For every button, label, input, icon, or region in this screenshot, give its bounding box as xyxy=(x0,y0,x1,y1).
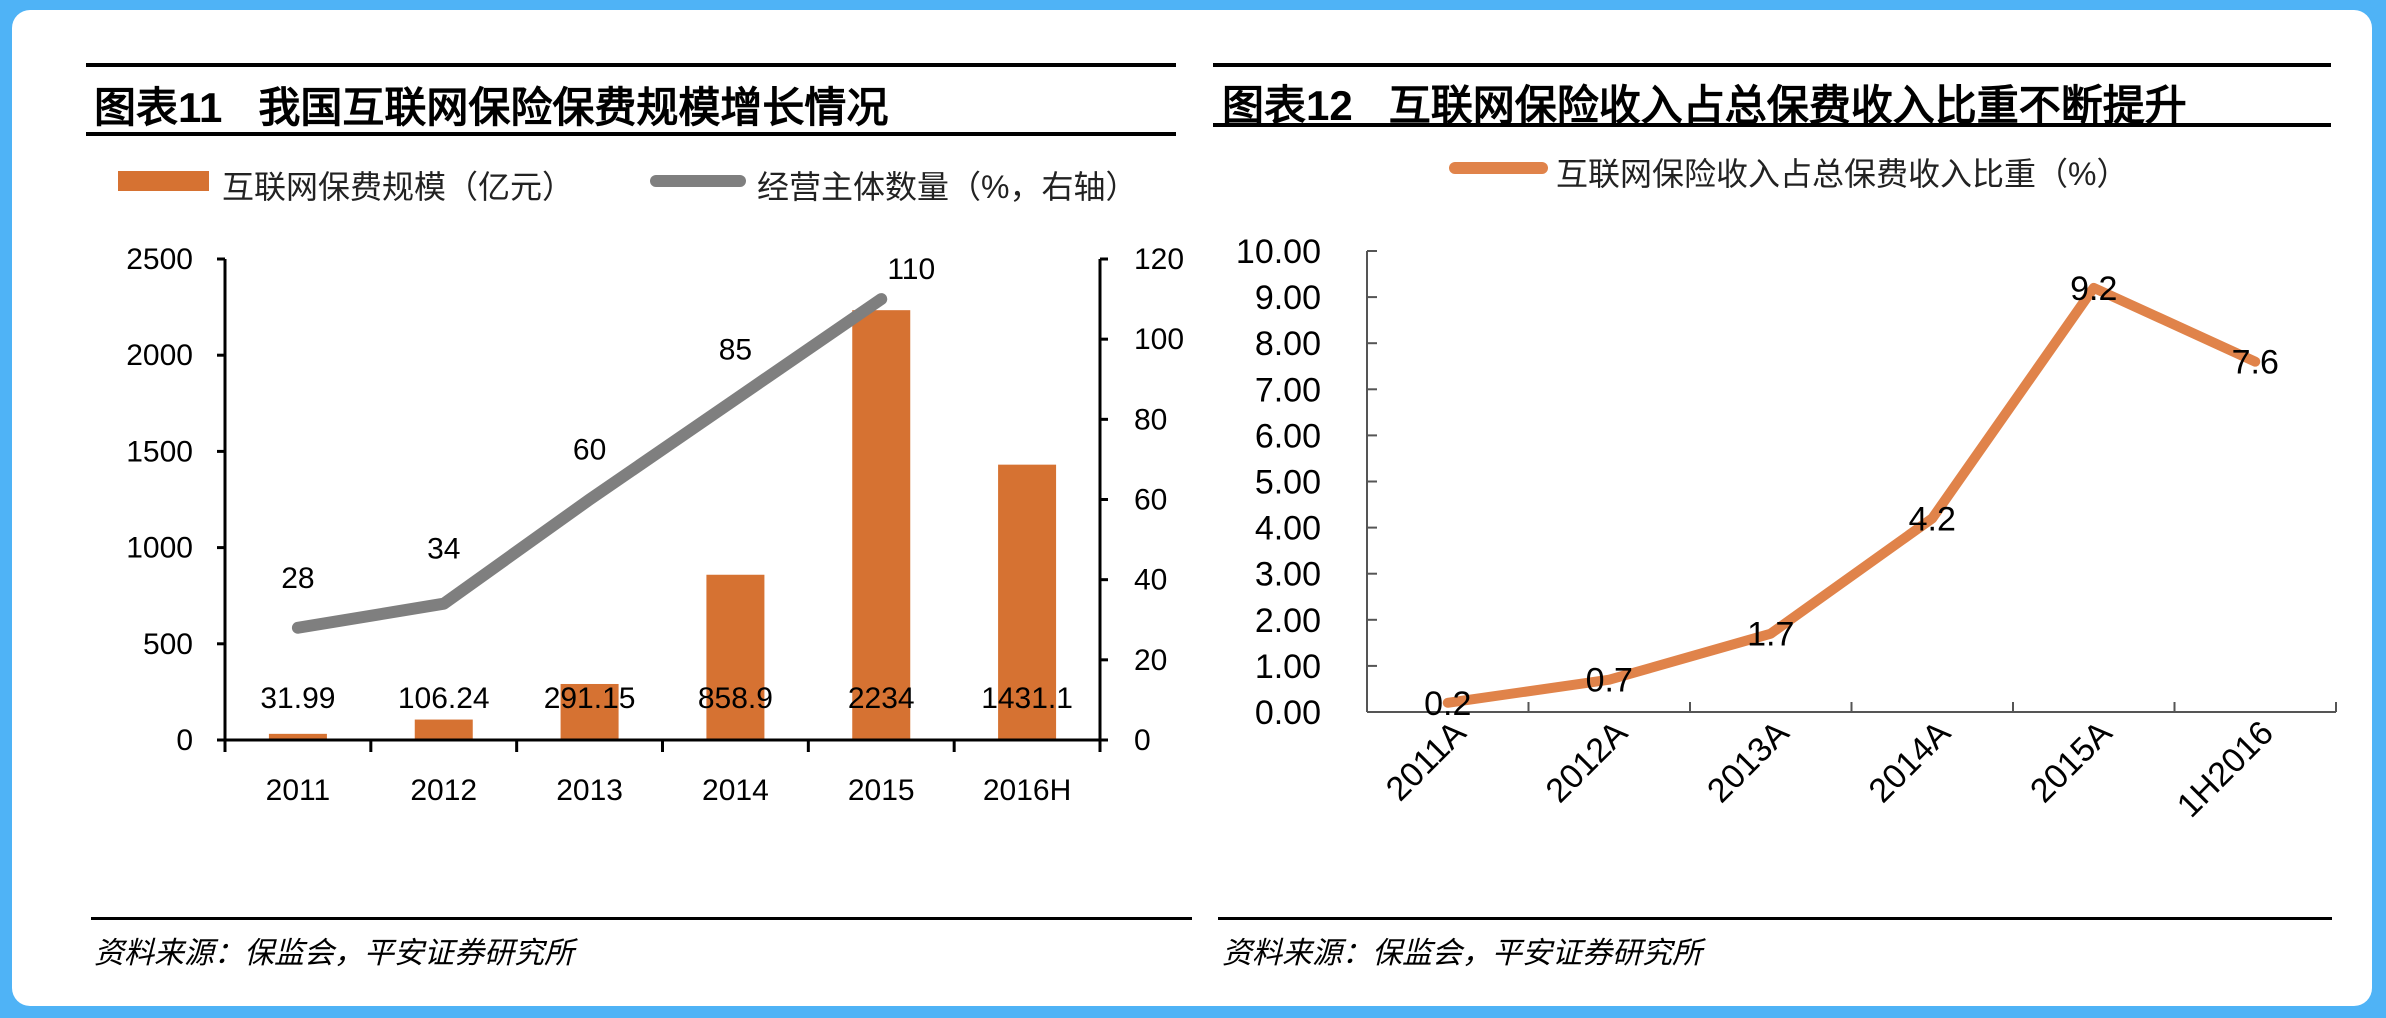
ratio-y-tick-label: 10.00 xyxy=(1236,233,1321,271)
x-tick-label: 2013 xyxy=(556,774,623,807)
right-source-note: 资料来源：保监会，平安证券研究所 xyxy=(1222,937,1702,970)
ratio-y-tick-label: 1.00 xyxy=(1255,648,1321,686)
ratio-data-label: 7.6 xyxy=(2232,344,2279,382)
bar-data-label: 106.24 xyxy=(398,682,490,715)
legend-swatch-bar xyxy=(118,171,209,191)
bar-2016H xyxy=(998,464,1057,740)
bar-2015 xyxy=(852,310,911,740)
bar-2013 xyxy=(560,683,619,740)
ratio-y-tick-label: 4.00 xyxy=(1255,510,1321,548)
right-tick-label: 60 xyxy=(1134,484,1167,517)
left-footer-rule xyxy=(91,917,1192,920)
bar-2014 xyxy=(706,574,765,740)
right-title-top-rule xyxy=(1213,63,2331,67)
ratio-y-tick-label: 8.00 xyxy=(1255,325,1321,363)
bar-data-label: 2234 xyxy=(848,682,915,715)
x-tick-label: 2014 xyxy=(702,774,769,807)
line-data-label: 34 xyxy=(427,533,460,566)
right-tick-label: 20 xyxy=(1134,644,1167,677)
right-tick-label: 80 xyxy=(1134,403,1167,436)
ratio-y-tick-label: 2.00 xyxy=(1255,602,1321,640)
left-figure-number: 图表11 xyxy=(94,84,223,131)
line-data-label: 60 xyxy=(573,434,606,467)
line-data-label: 85 xyxy=(719,333,752,366)
ratio-y-tick-label: 9.00 xyxy=(1255,279,1321,317)
ratio-data-label: 0.7 xyxy=(1586,662,1633,700)
ratio-x-tick-label: 2015A xyxy=(2023,714,2120,811)
ratio-y-tick-label: 0.00 xyxy=(1255,694,1321,732)
left-title-bottom-rule xyxy=(86,132,1176,136)
ratio-y-tick-label: 6.00 xyxy=(1255,417,1321,455)
right-title-bottom-rule xyxy=(1213,123,2331,127)
ratio-data-label: 1.7 xyxy=(1747,616,1794,654)
bar-data-label: 291.15 xyxy=(544,682,636,715)
x-tick-label: 2015 xyxy=(848,774,915,807)
left-tick-label: 2500 xyxy=(126,243,193,276)
left-tick-label: 2000 xyxy=(126,339,193,372)
right-figure-number: 图表12 xyxy=(1222,82,1353,129)
left-tick-label: 1000 xyxy=(126,532,193,565)
line-internet-insurance-ratio xyxy=(1442,282,2261,708)
bar-2012 xyxy=(414,719,473,740)
left-title-top-rule xyxy=(86,63,1176,67)
legend-label-bar: 互联网保费规模（亿元） xyxy=(222,169,575,205)
legend-label-ratio: 互联网保险收入占总保费收入比重（%） xyxy=(1556,156,2129,192)
ratio-y-tick-label: 5.00 xyxy=(1255,464,1321,502)
left-tick-label: 1500 xyxy=(126,435,193,468)
bar-data-label: 1431.1 xyxy=(981,682,1073,715)
left-source-note: 资料来源：保监会，平安证券研究所 xyxy=(94,937,574,970)
ratio-x-tick-label: 2012A xyxy=(1539,714,1636,811)
bar-data-label: 858.9 xyxy=(698,682,773,715)
bar-2011 xyxy=(268,733,327,740)
ratio-y-tick-label: 3.00 xyxy=(1255,556,1321,594)
right-tick-label: 120 xyxy=(1134,243,1184,276)
right-tick-label: 100 xyxy=(1134,323,1184,356)
x-tick-label: 2016H xyxy=(983,774,1071,807)
right-figure-title-text: 互联网保险收入占总保费收入比重不断提升 xyxy=(1388,82,2187,129)
line-operating-entities xyxy=(291,293,888,634)
ratio-x-tick-label: 2011A xyxy=(1379,714,1474,809)
ratio-data-label: 0.2 xyxy=(1424,685,1471,723)
ratio-x-tick-label: 1H2016 xyxy=(2170,714,2281,825)
ratio-x-tick-label: 2014A xyxy=(1862,714,1959,811)
document-frame xyxy=(12,10,2372,1006)
legend-swatch-ratio xyxy=(1449,162,1548,174)
left-tick-label: 500 xyxy=(143,628,193,661)
bar-data-label: 31.99 xyxy=(260,682,335,715)
line-data-label: 28 xyxy=(281,562,314,595)
left-figure-title-text: 我国互联网保险保费规模增长情况 xyxy=(258,84,889,131)
ratio-x-tick-label: 2013A xyxy=(1700,714,1797,811)
right-footer-rule xyxy=(1218,917,2332,920)
right-tick-label: 0 xyxy=(1134,724,1151,757)
right-figure-title: 图表12 互联网保险收入占总保费收入比重不断提升 xyxy=(1222,72,2187,133)
legend-swatch-line xyxy=(650,175,746,187)
ratio-data-label: 9.2 xyxy=(2070,270,2117,308)
legend-label-line: 经营主体数量（%，右轴） xyxy=(757,169,1138,205)
left-tick-label: 0 xyxy=(176,724,193,757)
line-data-label: 110 xyxy=(887,253,935,286)
x-tick-label: 2011 xyxy=(266,774,331,807)
right-tick-label: 40 xyxy=(1134,564,1167,597)
ratio-data-label: 4.2 xyxy=(1909,500,1956,538)
ratio-y-tick-label: 7.00 xyxy=(1255,371,1321,409)
x-tick-label: 2012 xyxy=(410,774,477,807)
left-figure-title: 图表11 我国互联网保险保费规模增长情况 xyxy=(94,74,888,135)
